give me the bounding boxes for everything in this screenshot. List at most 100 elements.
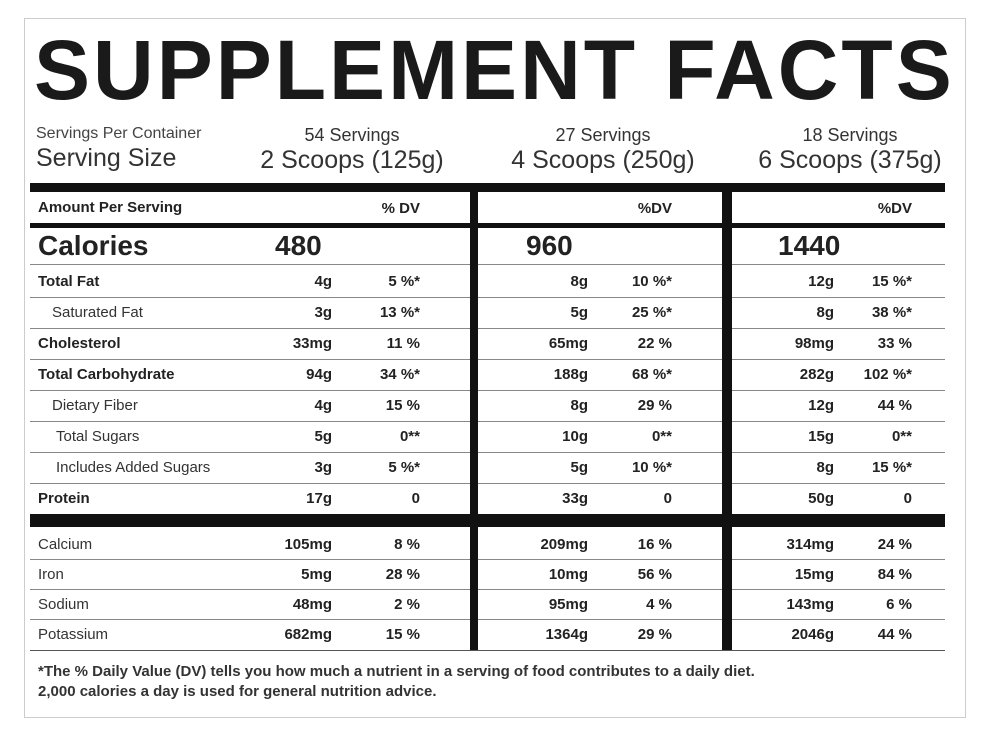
amount: 65mg	[548, 335, 588, 352]
daily-value: 6 %	[886, 596, 912, 613]
footnote-line: *The % Daily Value (DV) tells you how mu…	[38, 663, 755, 680]
amount: 15g	[808, 428, 834, 445]
calories-value: 960	[526, 230, 573, 261]
thick-rule	[30, 183, 945, 192]
nutrient-name: Dietary Fiber	[52, 397, 138, 414]
servings-per-container-label: Servings Per Container	[36, 125, 202, 142]
nutrient-name: Includes Added Sugars	[56, 459, 211, 476]
row-rule	[478, 619, 722, 620]
amount: 12g	[808, 397, 834, 414]
amount: 8g	[816, 304, 834, 321]
amount: 5mg	[301, 566, 332, 583]
daily-value: 33 %	[877, 335, 912, 352]
column-divider	[722, 188, 732, 650]
thick-rule	[30, 514, 945, 527]
row-rule	[732, 483, 945, 484]
label-panel	[24, 18, 966, 718]
row-rule	[30, 390, 470, 391]
dv-header: %DV	[637, 200, 672, 217]
row-rule	[732, 264, 945, 265]
amount: 143mg	[786, 596, 834, 613]
amount: 94g	[306, 366, 332, 383]
row-rule	[478, 297, 722, 298]
servings: 54 Servings	[304, 125, 400, 145]
footnote-line: 2,000 calories a day is used for general…	[38, 683, 437, 700]
amount: 50g	[808, 490, 834, 507]
row-rule	[30, 589, 470, 590]
row-rule	[732, 297, 945, 298]
amount: 10mg	[548, 566, 588, 583]
amount: 4g	[314, 273, 332, 290]
dv-header: %DV	[877, 200, 912, 217]
serving-size: 2 Scoops (125g)	[260, 146, 444, 174]
amount: 3g	[314, 304, 332, 321]
daily-value: 15 %*	[871, 273, 912, 290]
row-rule	[478, 328, 722, 329]
row-rule	[478, 483, 722, 484]
daily-value: 0	[903, 490, 912, 507]
amount: 5g	[570, 304, 588, 321]
daily-value: 34 %*	[379, 366, 420, 383]
row-rule	[478, 452, 722, 453]
row-rule	[732, 619, 945, 620]
calories-value: 1440	[778, 230, 841, 261]
daily-value: 0**	[651, 428, 672, 445]
daily-value: 84 %	[877, 566, 912, 583]
nutrient-name: Cholesterol	[38, 335, 121, 352]
amount: 15mg	[794, 566, 834, 583]
nutrient-name: Total Carbohydrate	[38, 366, 175, 383]
row-rule	[30, 421, 470, 422]
daily-value: 22 %	[637, 335, 672, 352]
row-rule	[30, 264, 470, 265]
daily-value: 0**	[399, 428, 420, 445]
amount: 17g	[306, 490, 332, 507]
amount: 8g	[570, 273, 588, 290]
nutrient-name: Total Fat	[38, 273, 100, 290]
daily-value: 44 %	[877, 397, 912, 414]
daily-value: 15 %	[385, 397, 420, 414]
amount: 188g	[553, 366, 588, 383]
daily-value: 10 %*	[631, 459, 672, 476]
amount: 8g	[816, 459, 834, 476]
row-rule	[732, 390, 945, 391]
amount: 8g	[570, 397, 588, 414]
row-rule	[30, 559, 470, 560]
row-rule	[732, 359, 945, 360]
daily-value: 0	[663, 490, 672, 507]
daily-value: 44 %	[877, 626, 912, 643]
amount: 682mg	[284, 626, 332, 643]
amount: 209mg	[540, 536, 588, 553]
row-rule	[478, 359, 722, 360]
serving-size: 4 Scoops (250g)	[511, 146, 695, 174]
serving-size: 6 Scoops (375g)	[758, 146, 942, 174]
daily-value: 29 %	[637, 626, 672, 643]
dv-header: % DV	[381, 200, 420, 217]
row-rule	[732, 328, 945, 329]
servings: 18 Servings	[802, 125, 898, 145]
amount: 33mg	[292, 335, 332, 352]
row-rule	[478, 589, 722, 590]
nutrient-name: Sodium	[38, 596, 89, 613]
nutrient-name: Saturated Fat	[52, 304, 143, 321]
daily-value: 8 %	[394, 536, 420, 553]
amount: 314mg	[786, 536, 834, 553]
calories-label: Calories	[38, 230, 149, 261]
daily-value: 68 %*	[631, 366, 672, 383]
nutrient-name: Potassium	[38, 626, 109, 643]
daily-value: 2 %	[394, 596, 420, 613]
row-rule	[478, 421, 722, 422]
amount: 10g	[562, 428, 588, 445]
row-rule	[30, 297, 470, 298]
nutrient-name: Protein	[38, 490, 90, 507]
bottom-rule	[30, 650, 945, 651]
row-rule	[478, 264, 722, 265]
daily-value: 38 %*	[871, 304, 912, 321]
daily-value: 4 %	[646, 596, 672, 613]
daily-value: 25 %*	[631, 304, 672, 321]
amount-per-serving-label: Amount Per Serving	[38, 199, 183, 216]
nutrient-name: Calcium	[38, 536, 93, 553]
daily-value: 15 %*	[871, 459, 912, 476]
row-rule	[732, 421, 945, 422]
daily-value: 0	[411, 490, 420, 507]
amount: 5g	[570, 459, 588, 476]
